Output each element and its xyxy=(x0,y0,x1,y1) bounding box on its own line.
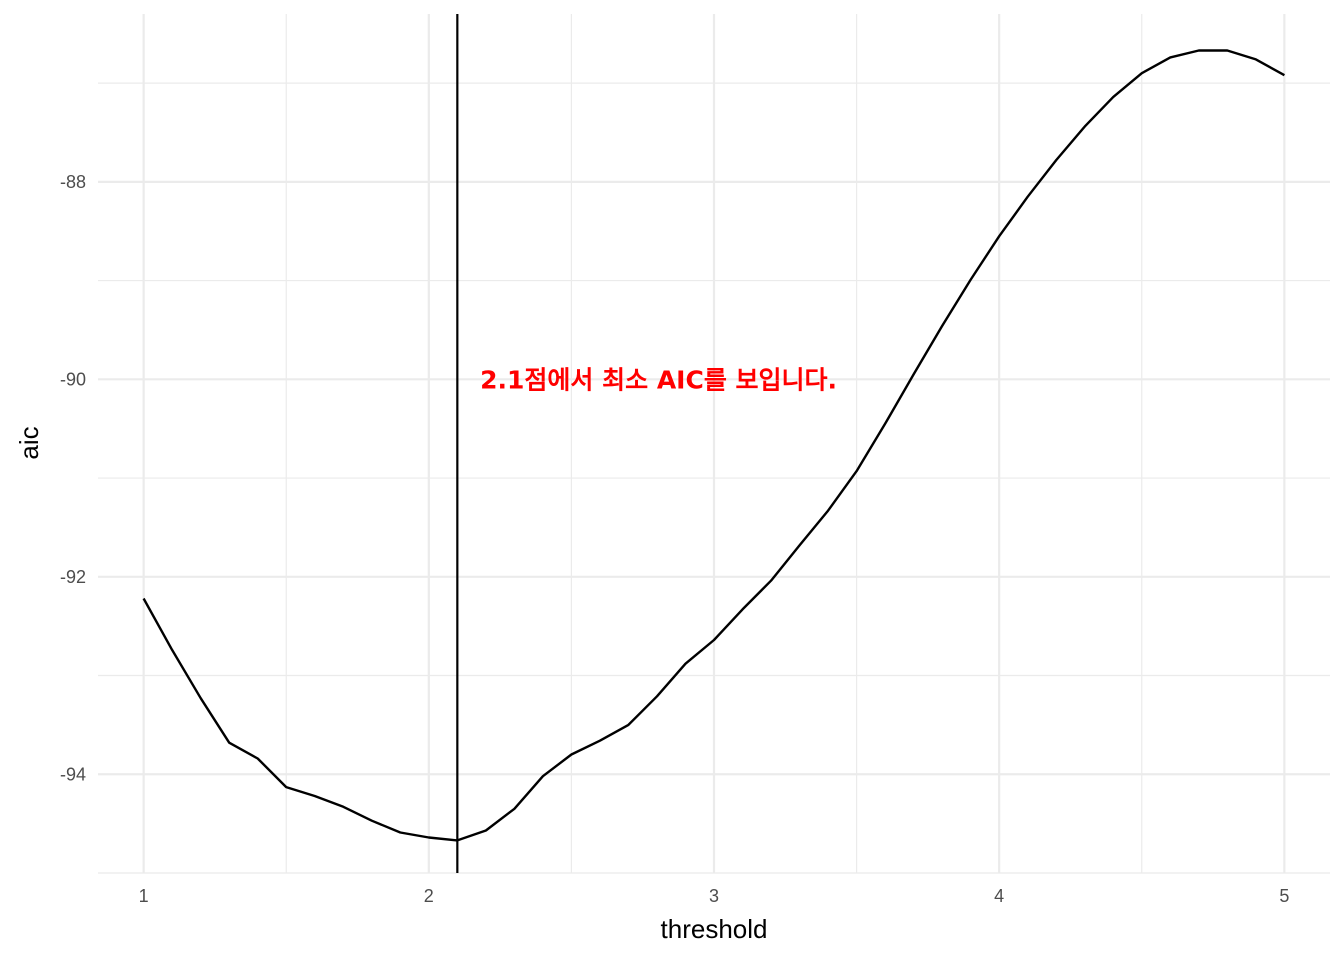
y-tick-label: -92 xyxy=(60,567,86,587)
min-aic-annotation: 2.1점에서 최소 AIC를 보입니다. xyxy=(480,365,837,394)
x-tick-label: 4 xyxy=(994,886,1004,906)
y-tick-label: -90 xyxy=(60,369,86,389)
x-tick-label: 3 xyxy=(709,886,719,906)
aic-series-line xyxy=(142,49,1285,842)
y-tick-label: -88 xyxy=(60,172,86,192)
x-tick-label: 5 xyxy=(1279,886,1289,906)
y-tick-labels: -94 -92 -90 -88 xyxy=(60,172,86,784)
y-tick-label: -94 xyxy=(60,764,86,784)
x-tick-label: 1 xyxy=(139,886,149,906)
x-tick-label: 2 xyxy=(424,886,434,906)
x-tick-labels: 1 2 3 4 5 xyxy=(139,886,1290,906)
x-axis-title: threshold xyxy=(661,914,768,944)
major-gridlines xyxy=(98,14,1330,873)
annotation-layer: 2.1점에서 최소 AIC를 보입니다. xyxy=(480,365,837,394)
y-axis-title: aic xyxy=(14,426,44,459)
series-layer xyxy=(142,49,1285,842)
